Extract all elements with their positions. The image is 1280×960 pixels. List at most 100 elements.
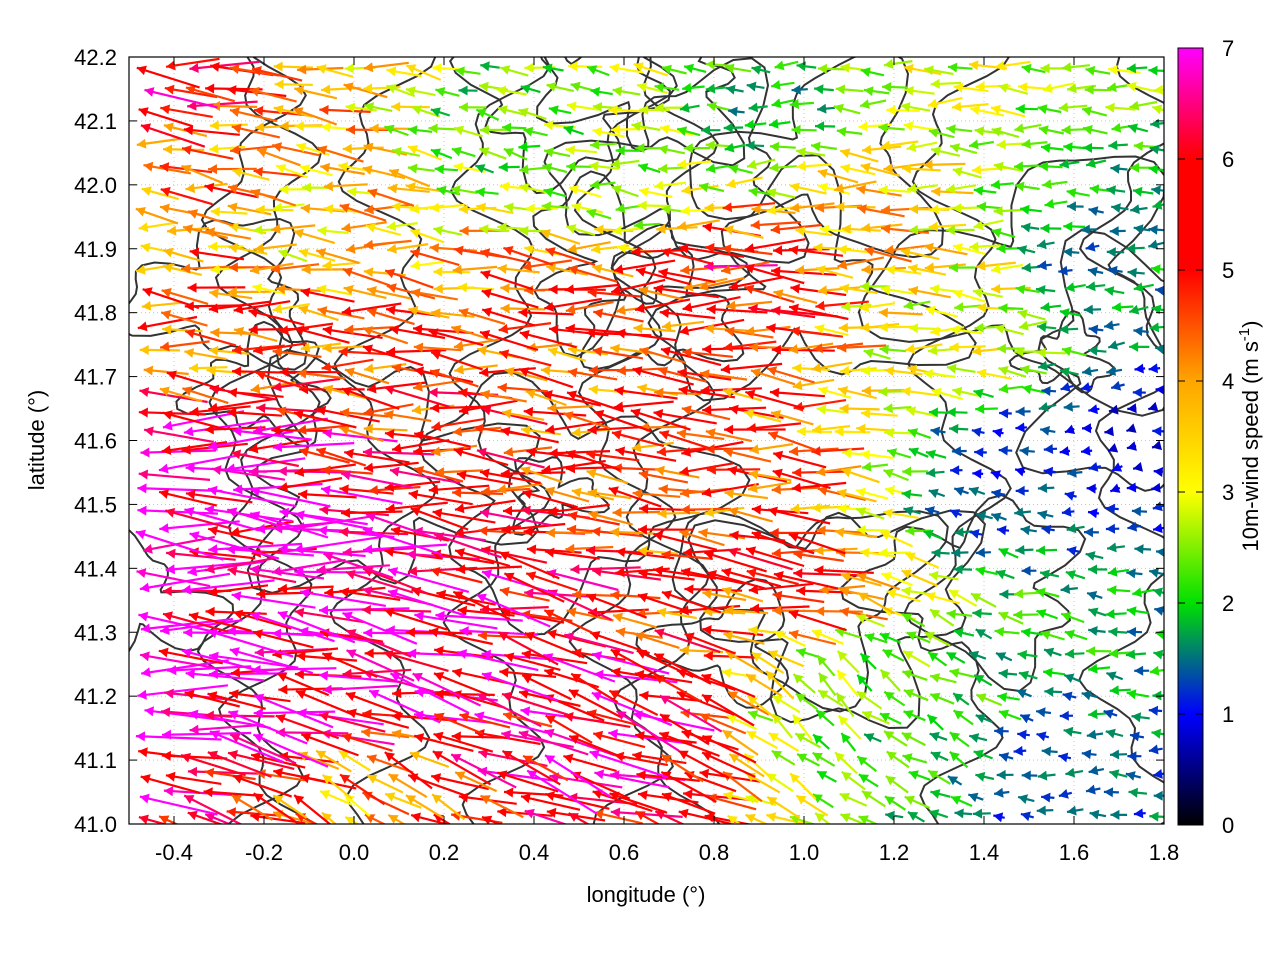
- vector-shaft: [456, 472, 513, 486]
- vector-shaft: [232, 774, 293, 798]
- vector-head: [610, 527, 620, 538]
- vector-shaft: [522, 490, 578, 509]
- wind-vector: [208, 542, 303, 555]
- vector-head: [1013, 745, 1023, 756]
- vector-head: [998, 668, 1008, 679]
- vector-head: [659, 695, 671, 705]
- vector-head: [481, 671, 492, 682]
- vector-head: [1152, 501, 1163, 512]
- vector-head: [316, 750, 327, 760]
- vector-head: [993, 812, 1004, 823]
- vector-shaft: [481, 570, 560, 596]
- vector-head: [256, 769, 266, 780]
- vector-head: [751, 530, 762, 541]
- vector-head: [702, 589, 712, 599]
- wind-vector: [344, 815, 360, 824]
- vector-head: [204, 505, 215, 515]
- vector-head: [1110, 809, 1120, 820]
- wind-vector: [137, 505, 219, 516]
- vector-shaft: [189, 532, 280, 560]
- vector-head: [1088, 508, 1098, 519]
- wind-vector: [1060, 612, 1085, 624]
- vector-head: [526, 571, 537, 581]
- wind-vector: [568, 734, 626, 760]
- vector-head: [999, 752, 1010, 762]
- vector-shaft: [632, 753, 687, 765]
- vector-head: [729, 530, 739, 541]
- vector-head: [772, 590, 783, 601]
- vector-shaft: [480, 547, 548, 564]
- vector-shaft: [496, 771, 559, 793]
- vector-head: [322, 684, 332, 695]
- vector-head: [930, 692, 941, 703]
- wind-vector: [294, 510, 373, 531]
- vector-head: [363, 462, 374, 473]
- wind-vector: [1013, 745, 1027, 756]
- wind-vector: [227, 750, 295, 770]
- vector-head: [458, 792, 469, 803]
- wind-vector: [721, 567, 782, 588]
- vector-head: [162, 586, 172, 597]
- vector-head: [1151, 728, 1162, 739]
- wind-vector: [187, 766, 259, 777]
- vector-shaft: [410, 507, 469, 531]
- vector-head: [209, 730, 221, 740]
- vector-head: [339, 527, 349, 537]
- vector-shaft: [413, 734, 474, 752]
- wind-vector: [250, 486, 331, 508]
- vector-head: [205, 812, 216, 823]
- vector-shaft: [701, 734, 757, 764]
- wind-vector: [1036, 731, 1050, 742]
- vector-shaft: [207, 629, 294, 658]
- vector-head: [205, 563, 215, 574]
- wind-vector: [450, 753, 517, 789]
- vector-head: [1130, 731, 1140, 742]
- wind-vector: [1041, 792, 1055, 803]
- vector-head: [1105, 728, 1116, 739]
- wind-vector: [496, 770, 559, 793]
- vector-head: [338, 750, 350, 760]
- wind-vector: [140, 774, 201, 794]
- vector-head: [882, 649, 893, 659]
- vector-shaft: [661, 591, 722, 614]
- vector-shaft: [504, 653, 561, 671]
- vector-head: [724, 488, 735, 499]
- wind-vector: [345, 691, 404, 716]
- vector-head: [586, 468, 597, 479]
- vector-head: [1064, 673, 1075, 683]
- vector-head: [769, 527, 779, 538]
- vector-head: [748, 483, 758, 493]
- vector-shaft: [140, 618, 234, 631]
- wind-vector: [682, 789, 750, 801]
- wind-vector: [1066, 523, 1085, 534]
- vector-head: [322, 812, 333, 823]
- vector-shaft: [185, 492, 253, 504]
- vector-head: [704, 507, 715, 518]
- wind-vector: [383, 607, 448, 631]
- wind-vector: [856, 572, 901, 591]
- vector-shaft: [383, 608, 448, 631]
- vector-head: [138, 611, 149, 622]
- vector-shaft: [188, 711, 271, 730]
- vector-shaft: [501, 609, 565, 624]
- wind-vector: [1062, 691, 1077, 702]
- wind-vector: [593, 809, 643, 824]
- wind-vector: [946, 609, 973, 620]
- wind-vector: [654, 465, 700, 479]
- wind-vector: [926, 714, 944, 731]
- vector-shaft: [161, 731, 252, 736]
- wind-vector: [498, 551, 560, 580]
- vector-head: [699, 713, 711, 723]
- wind-vector: [365, 512, 437, 540]
- wind-vector: [454, 499, 516, 514]
- vector-head: [503, 505, 513, 516]
- wind-vector: [1066, 546, 1080, 556]
- wind-vector: [158, 647, 224, 665]
- wind-vector: [1018, 670, 1038, 681]
- wind-vector: [612, 612, 657, 629]
- wind-vector: [387, 813, 406, 824]
- vector-head: [504, 652, 515, 663]
- vector-head: [144, 706, 154, 717]
- vector-head: [903, 689, 915, 699]
- vector-shaft: [297, 710, 384, 726]
